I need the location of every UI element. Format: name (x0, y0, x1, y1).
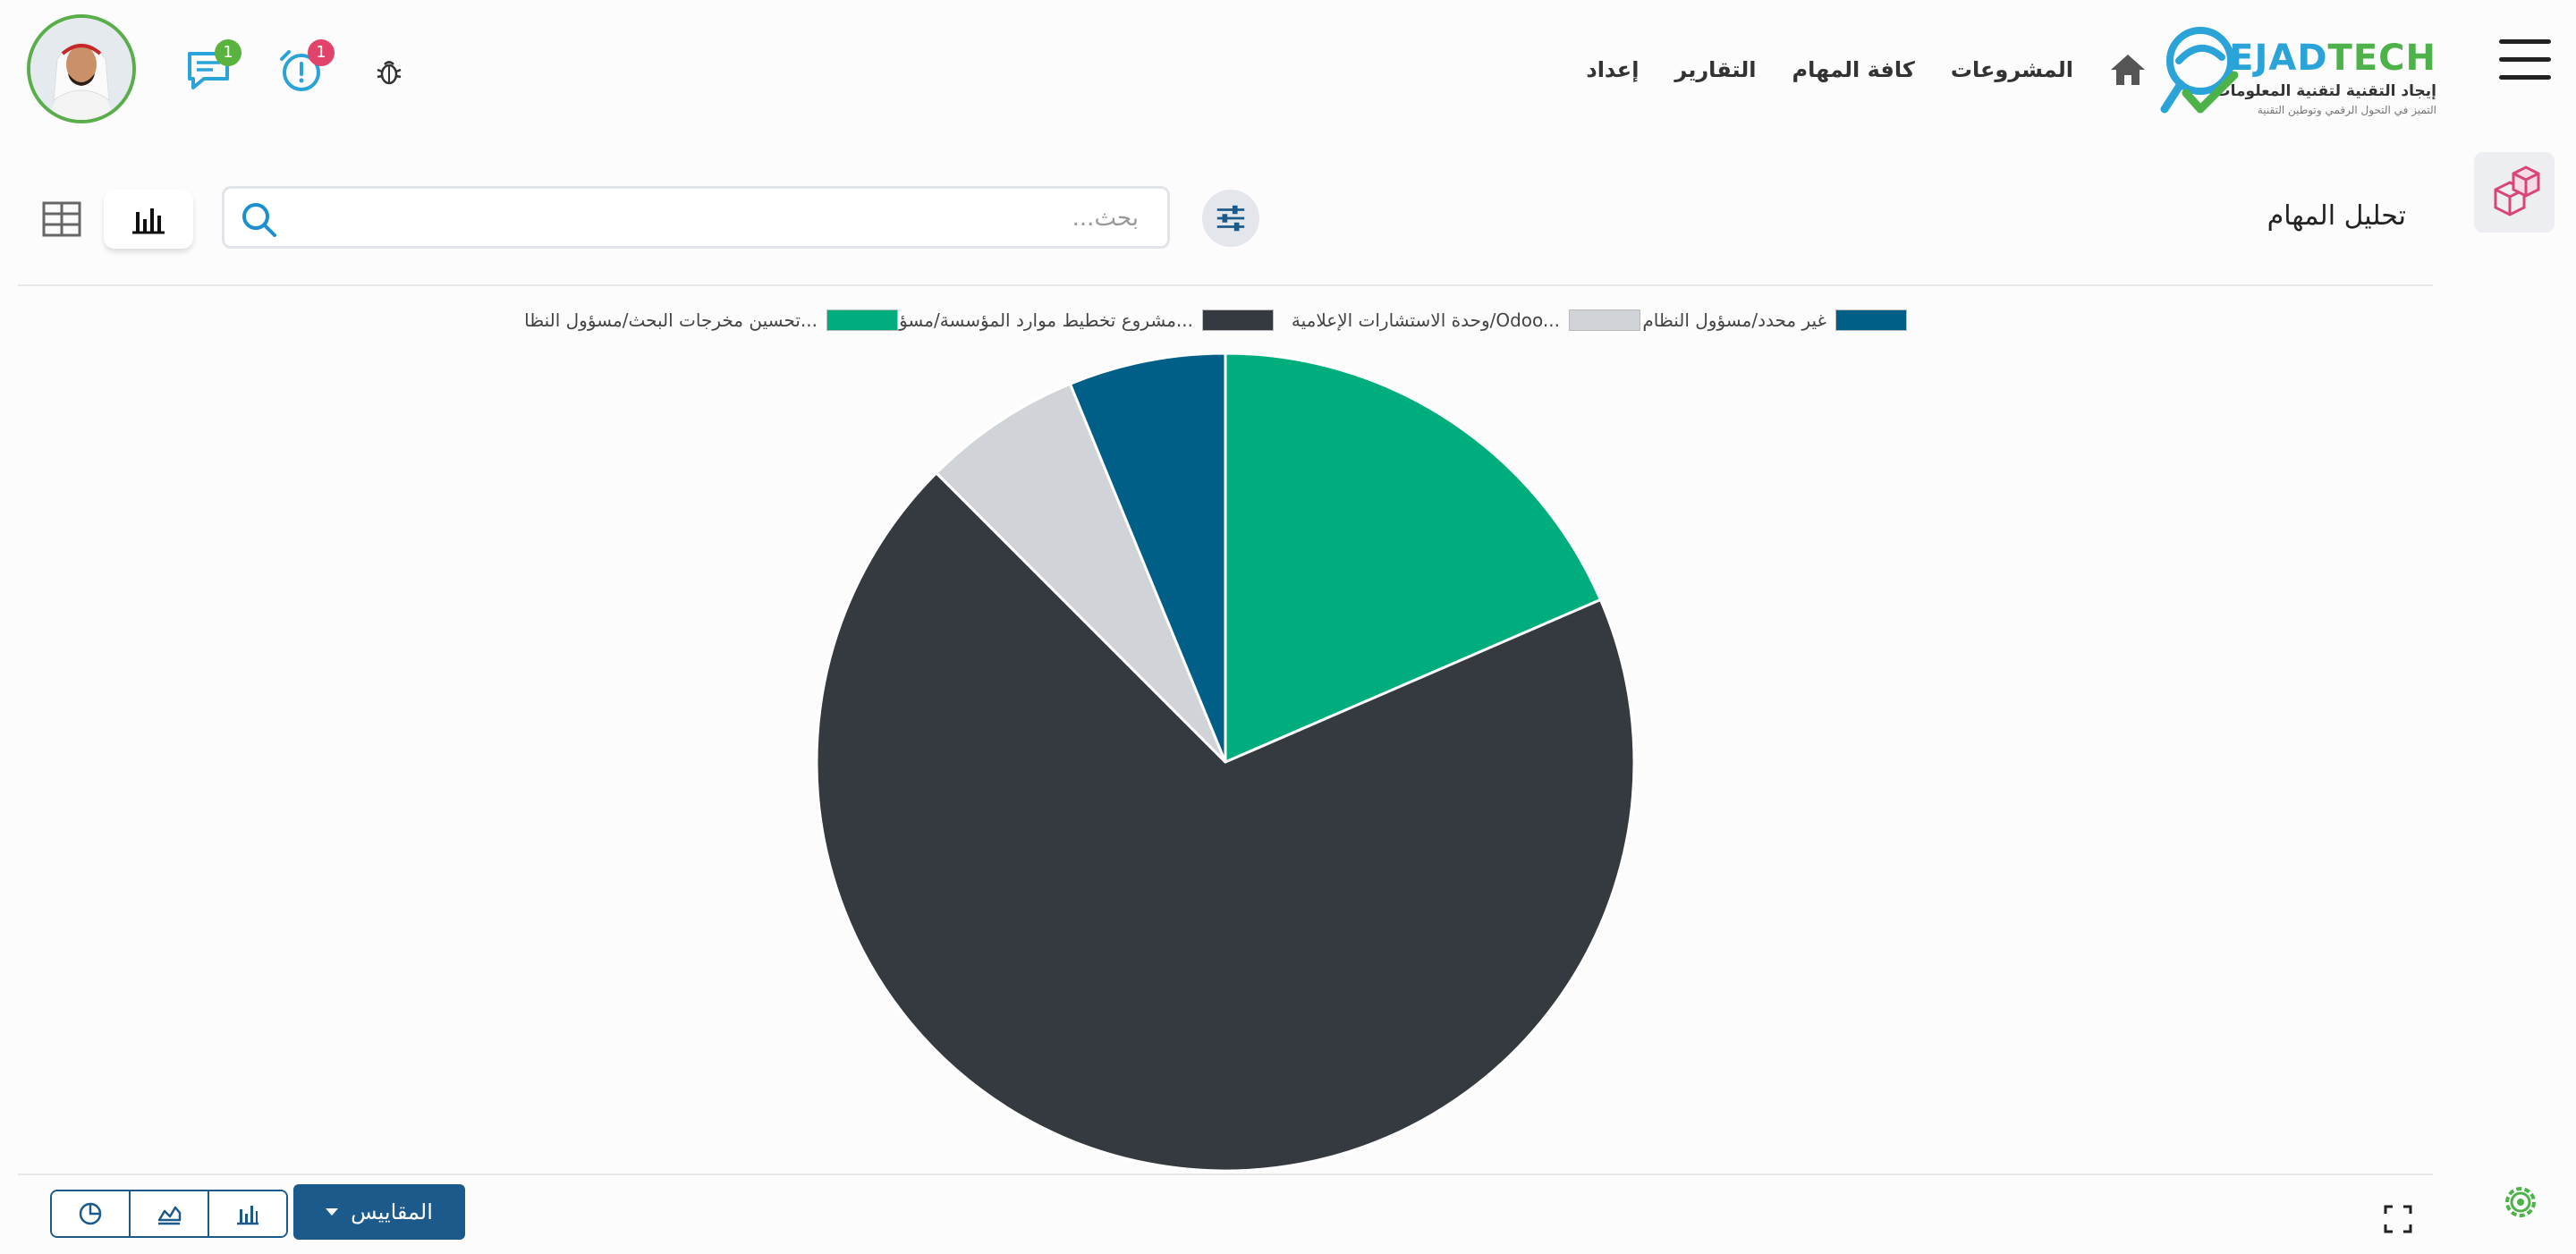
legend-label: غير محدد/مسؤول النظام (1642, 309, 1826, 331)
bar-chart-icon (132, 208, 165, 234)
logo-text-en: EJADTECH (2229, 38, 2436, 79)
company-logo[interactable]: EJADTECH إيجاد التقنية لتقنية المعلومات … (2159, 21, 2436, 122)
legend-swatch (1202, 309, 1274, 331)
measures-label: المقاييس (351, 1199, 433, 1224)
activities-button[interactable]: 1 (277, 39, 335, 95)
search-input[interactable] (332, 189, 1140, 248)
legend-item[interactable]: وحدة الاستشارات الإعلامية/Odoo... (1292, 309, 1640, 331)
panel-divider (18, 284, 2433, 286)
logo-text-ar: إيجاد التقنية لتقنية المعلومات (2215, 82, 2436, 100)
page-title: تحليل المهام (2267, 200, 2406, 232)
debug-bug-icon[interactable] (376, 57, 402, 86)
legend-swatch (1835, 309, 1907, 331)
chart-type-bar-button[interactable] (209, 1191, 286, 1236)
chart-type-switcher (50, 1190, 288, 1238)
menu-toggle-icon[interactable] (2499, 39, 2551, 80)
fullscreen-icon[interactable] (2383, 1204, 2413, 1234)
legend-swatch (1569, 309, 1640, 331)
messages-count-badge: 1 (215, 39, 242, 66)
logo-mark-icon (2160, 27, 2239, 114)
pie-slice[interactable] (934, 382, 1227, 764)
user-avatar[interactable] (27, 14, 136, 123)
sliders-icon (1216, 205, 1245, 232)
search-icon[interactable] (239, 199, 278, 239)
bar-chart-icon (237, 1206, 258, 1225)
messages-button[interactable]: 1 (184, 39, 242, 95)
chart-type-line-button[interactable] (131, 1191, 209, 1236)
pie-chart-icon (79, 1202, 102, 1225)
nav-projects[interactable]: المشروعات (1950, 57, 2073, 82)
search-box (222, 186, 1170, 249)
legend-item[interactable]: مشروع تخطيط موارد المؤسسة/مسؤو... (890, 309, 1274, 331)
apps-switcher-button[interactable] (2474, 152, 2555, 233)
top-navbar (0, 0, 2576, 143)
settings-gear-icon[interactable] (2499, 1181, 2542, 1224)
caret-down-icon (326, 1208, 339, 1216)
view-graph-button[interactable] (104, 190, 193, 249)
chart-legend: غير محدد/مسؤول النظام وحدة الاستشارات ال… (0, 309, 2576, 336)
nav-configuration[interactable]: إعداد (1586, 57, 1640, 82)
chart-type-pie-button[interactable] (52, 1191, 131, 1236)
pie-chart (815, 352, 1636, 1173)
legend-swatch (826, 309, 898, 331)
legend-label: وحدة الاستشارات الإعلامية/Odoo... (1291, 309, 1560, 331)
logo-tagline: التميز في التحول الرقمي وتوطين التقنية (2257, 104, 2436, 116)
user-photo (30, 18, 132, 120)
legend-item[interactable]: غير محدد/مسؤول النظام (1642, 309, 1907, 331)
area-chart-icon (157, 1206, 182, 1225)
activities-count-badge: 1 (308, 39, 335, 66)
legend-label: مشروع تخطيط موارد المؤسسة/مسؤو... (890, 309, 1193, 331)
bottom-divider (18, 1174, 2433, 1175)
main-nav: المشروعات كافة المهام التقارير إعداد (1586, 52, 2147, 88)
pie-slice[interactable] (815, 470, 1636, 1173)
measures-dropdown-button[interactable]: المقاييس (293, 1184, 465, 1240)
nav-reports[interactable]: التقارير (1674, 57, 1757, 82)
pie-slice[interactable] (1068, 352, 1227, 763)
legend-label: تحسين مخرجات البحث/مسؤول النظا... (524, 309, 818, 331)
legend-item[interactable]: تحسين مخرجات البحث/مسؤول النظا... (524, 309, 898, 331)
filter-toggle-button[interactable] (1202, 190, 1259, 247)
cubes-icon (2494, 165, 2540, 216)
nav-all-tasks[interactable]: كافة المهام (1792, 57, 1915, 82)
view-pivot-table-icon[interactable] (41, 199, 82, 240)
pie-slice[interactable] (1224, 352, 1603, 765)
home-icon[interactable] (2109, 52, 2147, 88)
